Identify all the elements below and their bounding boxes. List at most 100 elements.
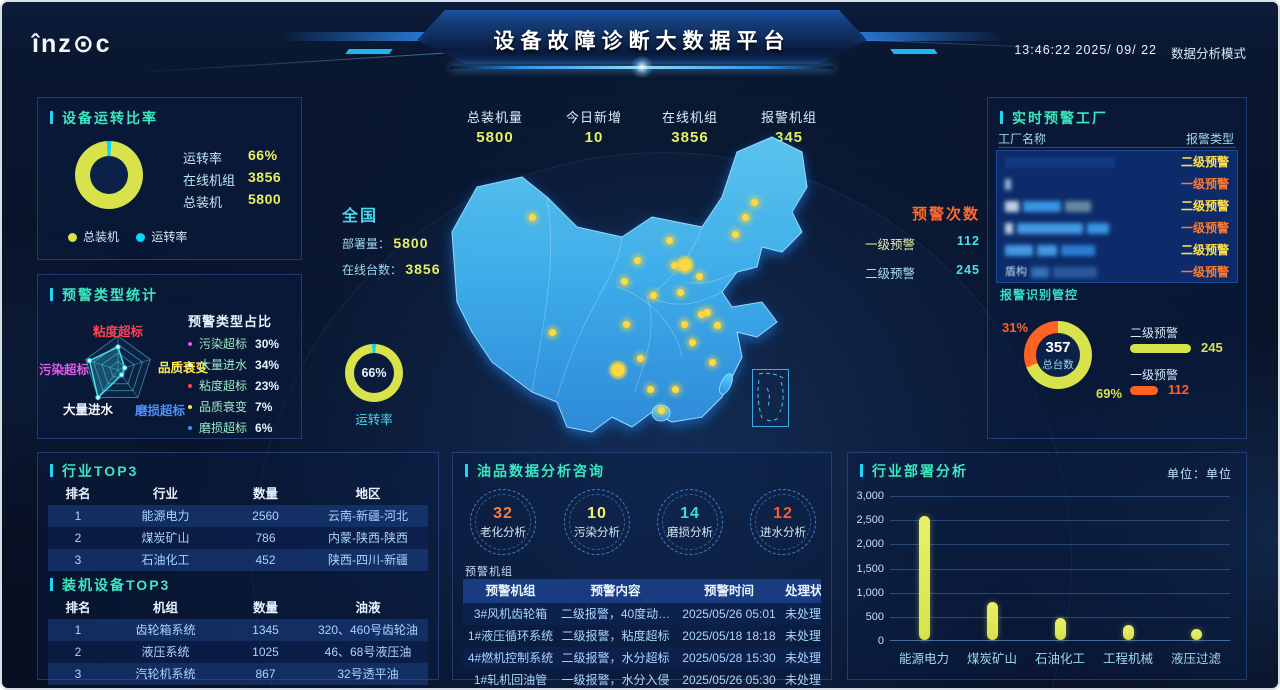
factory-row: 一级预警 [997,217,1237,239]
bar [918,516,930,640]
factory-name-redacted [1005,222,1109,234]
radar-data-point [115,344,121,350]
radar-axis-label: 品质衰变 [157,361,209,375]
device-top3-table: 排名 机组 数量 油液 1 齿轮箱系统 1345 320、460号齿轮油 2 液压系统 1025… [48,597,428,685]
deploy-count-row: 部署量： 5800 [342,235,429,251]
y-axis-tick: 2,000 [856,538,884,551]
table-row: 3#风机齿轮箱 二级报警，40度动… 2025/05/26 05:01 未处理 [463,603,821,625]
grid-line [890,616,1230,618]
title-accent-bar [50,288,53,301]
warning-units-label: 预警机组 [465,566,513,578]
cell: 786 [255,531,276,545]
map-alarm-dot [698,311,705,318]
cell: 2025/05/18 18:18 [682,629,776,643]
cell: 未处理 [785,673,821,687]
col-header: 报警类型 [1185,132,1234,146]
factory-row: 二级预警 [997,151,1237,173]
table-row: 3 汽轮机系统 867 32号透平油 [48,663,428,685]
table-row: 1#液压循环系统 二级报警，粘度超标 2025/05/18 18:18 未处理 [463,625,821,647]
warning-radar-chart [85,335,151,401]
cell: 能源电力 [141,509,190,523]
map-alarm-dot [709,359,716,366]
header-deco-wing [280,32,428,41]
table-row: 3 石油化工 452 陕西-四川-新疆 [48,549,428,571]
table-row: 2 液压系统 1025 46、68号液压油 [48,641,428,663]
radar-grid-ring [93,343,143,392]
banner-flare [630,56,654,78]
col-header: 预警内容 [590,584,641,598]
legend-label-level2: 二级预警 [1130,326,1179,340]
redaction-block [1037,244,1057,256]
gauge-wear: 14 磨损分析 [657,489,723,555]
cell: 1345 [252,623,279,637]
x-axis-label: 工程机械 [1102,652,1153,666]
cell: 汽轮机系统 [135,667,196,681]
alarm-donut-chart [1024,321,1092,389]
operation-rate-percent: 66% [361,366,387,380]
table-row: 1#轧机回油管 一级报警，水分入侵 2025/05/26 05:30 未处理 [463,669,821,688]
cell: 3#风机齿轮箱 [473,607,548,621]
factory-name-redacted: 盾构 [1005,266,1097,278]
bullet-dot [188,342,192,346]
title-accent-bar [1000,111,1003,124]
legend-value-level2: 245 [1201,340,1223,355]
radar-data-point [86,358,93,364]
factory-list-header: 工厂名称 报警类型 [998,130,1236,148]
factory-row: 二级预警 [997,239,1237,261]
ratio-item: 粘度超标 23% [188,377,279,394]
title-accent-bar [50,464,53,477]
map-alarm-dot [671,262,678,269]
map-alarm-dot [650,292,657,299]
cell: 3 [74,667,82,681]
factory-row: 盾构 一级预警 [997,261,1237,282]
redaction-block [1005,222,1013,234]
alarm-type-label: 一级预警 [1180,221,1229,235]
cell: 未处理 [785,629,821,643]
grid-line [890,544,1230,546]
cell: 二级报警，水分超标 [561,651,670,665]
redaction-block [1005,156,1115,168]
factory-alarm-list[interactable]: 二级预警一级预警二级预警一级预警二级预警盾构一级预警二级预警 [996,150,1238,283]
ratio-item: 磨损超标 6% [188,419,272,436]
cell: 陕西-四川-新疆 [328,553,408,567]
gauge-water: 12 进水分析 [750,489,816,555]
major-percent-label: 69% [1096,386,1123,401]
warning-counts-title: 预警次数 [911,206,980,223]
grid-line [890,496,1230,497]
mode-switch-button[interactable]: 数据分析模式 [1170,47,1246,61]
gauge-pollution: 10 污染分析 [564,489,630,555]
header: înz⊙c 设备故障诊断大数据平台 13:46:22 2025/ 09/ 22 … [2,2,1278,92]
cell: 46、68号液压油 [324,645,412,659]
cell: 4#燃机控制系统 [467,651,554,665]
cell: 石油化工 [141,553,190,567]
cell: 未处理 [785,651,821,665]
map-alarm-dot [696,273,703,280]
bullet-dot [188,405,192,409]
title-banner [417,10,867,64]
redaction-block [1005,244,1033,256]
panel-warning-types: 预警类型统计 粘度超标 品质衰变 磨损超标 大量进水 污染超标 预警类型占比 污… [37,274,302,439]
col-header: 预警机组 [485,584,536,598]
cell: 452 [255,553,276,567]
map-alarm-dot [634,257,641,264]
col-header: 油液 [355,601,381,615]
cell: 一级报警，水分入侵 [561,673,670,687]
col-header: 排名 [65,487,91,501]
alarm-donut-center: 357 总台数 [1042,338,1074,371]
region-title: 全国 [342,208,379,225]
table-header-row: 排名 机组 数量 油液 [48,597,428,619]
china-map-section: 总装机量 5800 今日新增 10 在线机组 3856 报警机组 345 [317,97,987,447]
y-axis-tick: 1,000 [856,586,884,599]
radar-axis-label: 粘度超标 [92,325,144,339]
cell: 2025/05/28 15:30 [682,651,776,665]
panel-title: 预警类型统计 [50,285,158,305]
cell: 1 [74,509,82,523]
title-accent-bar [50,578,53,591]
map-alarm-dot [637,355,644,362]
x-axis-label: 能源电力 [898,652,949,666]
title-accent-bar [50,111,53,124]
cell: 齿轮箱系统 [135,623,196,637]
panel-oil-analysis: 油品数据分析咨询 32 老化分析 10 污染分析 14 磨损分析 12 进水分析 预警机… [452,452,832,687]
taiwan-island [719,373,733,395]
